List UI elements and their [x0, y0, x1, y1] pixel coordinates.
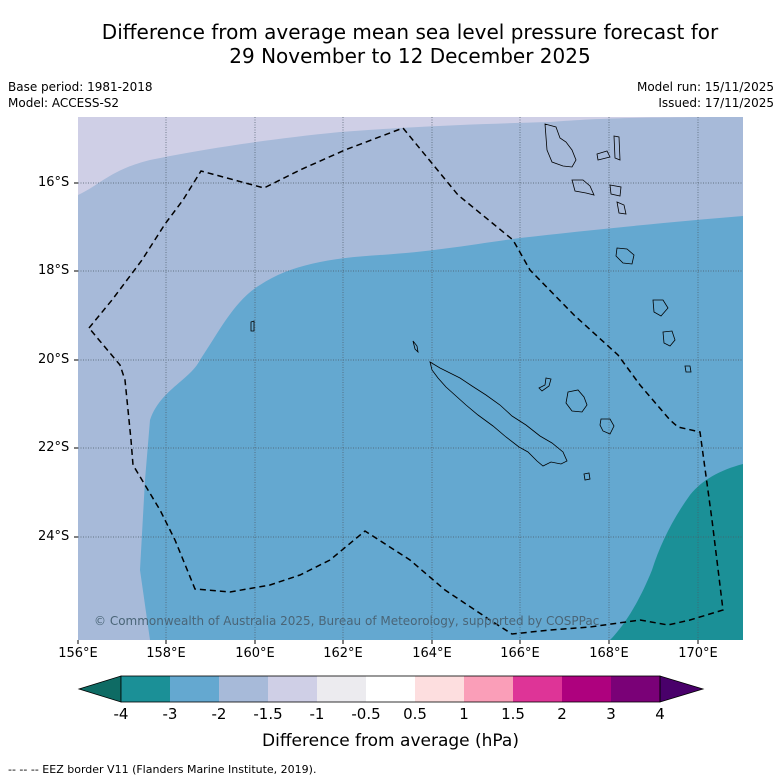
copyright-notice: © Commonwealth of Australia 2025, Bureau… — [94, 614, 600, 628]
colorbar-tick-label: -3 — [162, 705, 178, 723]
chesterfield-island — [250, 320, 255, 332]
colorbar-tick-label: 4 — [655, 705, 665, 723]
coastlines — [250, 123, 692, 481]
colorbar-swatch — [415, 676, 464, 702]
colorbar-swatch — [366, 676, 415, 702]
lat-label-18s: 18°S — [38, 263, 70, 278]
pressure-field — [78, 117, 743, 640]
ouvea-island — [538, 377, 552, 392]
pentecost — [596, 150, 611, 161]
chart-title-line1: Difference from average mean sea level p… — [101, 20, 719, 44]
colorbar-swatch — [317, 676, 366, 702]
lon-label-162e: 162°E — [323, 646, 363, 661]
lon-label-168e: 168°E — [589, 646, 629, 661]
malekula — [571, 179, 595, 196]
colorbar-swatch — [464, 676, 513, 702]
graticule — [78, 117, 743, 640]
colorbar-swatch — [268, 676, 317, 702]
colorbar-swatch — [219, 676, 268, 702]
efate — [616, 201, 627, 215]
lon-label-166e: 166°E — [500, 646, 540, 661]
colorbar-tick-label: -1.5 — [253, 705, 283, 723]
lon-label-164e: 164°E — [412, 646, 452, 661]
tanna — [652, 299, 669, 317]
colorbar-label: Difference from average (hPa) — [262, 731, 519, 751]
colorbar-tick-label: 2 — [557, 705, 567, 723]
belep-island — [412, 340, 419, 354]
colorbar-tick-label: -2 — [211, 705, 227, 723]
colorbar-tick-label: -1 — [309, 705, 325, 723]
lat-label-20s: 20°S — [38, 352, 70, 367]
lat-label-22s: 22°S — [38, 440, 70, 455]
lon-label-170e: 170°E — [678, 646, 718, 661]
colorbar-tick-label: 0.5 — [403, 705, 427, 723]
colorbar-swatch — [170, 676, 219, 702]
colorbar-tick-label: -0.5 — [351, 705, 381, 723]
colorbar-swatch — [562, 676, 611, 702]
colorbar-swatch — [611, 676, 660, 702]
issued-date: Issued: 17/11/2025 — [658, 96, 774, 110]
espiritu-santo — [544, 123, 577, 168]
ambrym — [609, 184, 622, 197]
model-name: Model: ACCESS-S2 — [8, 96, 120, 110]
eez-border — [88, 127, 724, 635]
colorbar — [77, 675, 705, 703]
colorbar-swatch — [121, 676, 170, 702]
lon-label-160e: 160°E — [235, 646, 275, 661]
chart-title-line2: 29 November to 12 December 2025 — [229, 44, 591, 68]
matthew-island — [684, 365, 692, 373]
colorbar-extend-high — [659, 675, 705, 703]
new-caledonia-main-island — [429, 361, 568, 467]
mare-island — [599, 418, 615, 435]
band-lt-minus3 — [610, 464, 743, 640]
erromango — [615, 247, 635, 265]
colorbar-tick-label: 1.5 — [501, 705, 525, 723]
colorbar-extend-low — [77, 675, 122, 703]
band-minus3-minus2 — [140, 216, 743, 640]
maewo — [613, 135, 621, 161]
aneityum — [662, 330, 676, 347]
model-run: Model run: 15/11/2025 — [636, 80, 774, 94]
colorbar-outline — [120, 675, 661, 703]
colorbar-swatch — [513, 676, 562, 702]
colorbar-tick-label: 3 — [606, 705, 616, 723]
isle-of-pines — [583, 472, 591, 481]
lat-label-24s: 24°S — [38, 529, 70, 544]
lon-label-158e: 158°E — [146, 646, 186, 661]
colorbar-tick-label: -4 — [113, 705, 129, 723]
lon-label-156e: 156°E — [58, 646, 98, 661]
base-period: Base period: 1981-2018 — [8, 80, 153, 94]
colorbar-tick-label: 1 — [459, 705, 469, 723]
lifou-island — [565, 389, 588, 413]
eez-legend-note: -- -- -- EEZ border V11 (Flanders Marine… — [8, 763, 317, 776]
axis-ticks — [74, 182, 699, 644]
lat-label-16s: 16°S — [38, 175, 70, 190]
